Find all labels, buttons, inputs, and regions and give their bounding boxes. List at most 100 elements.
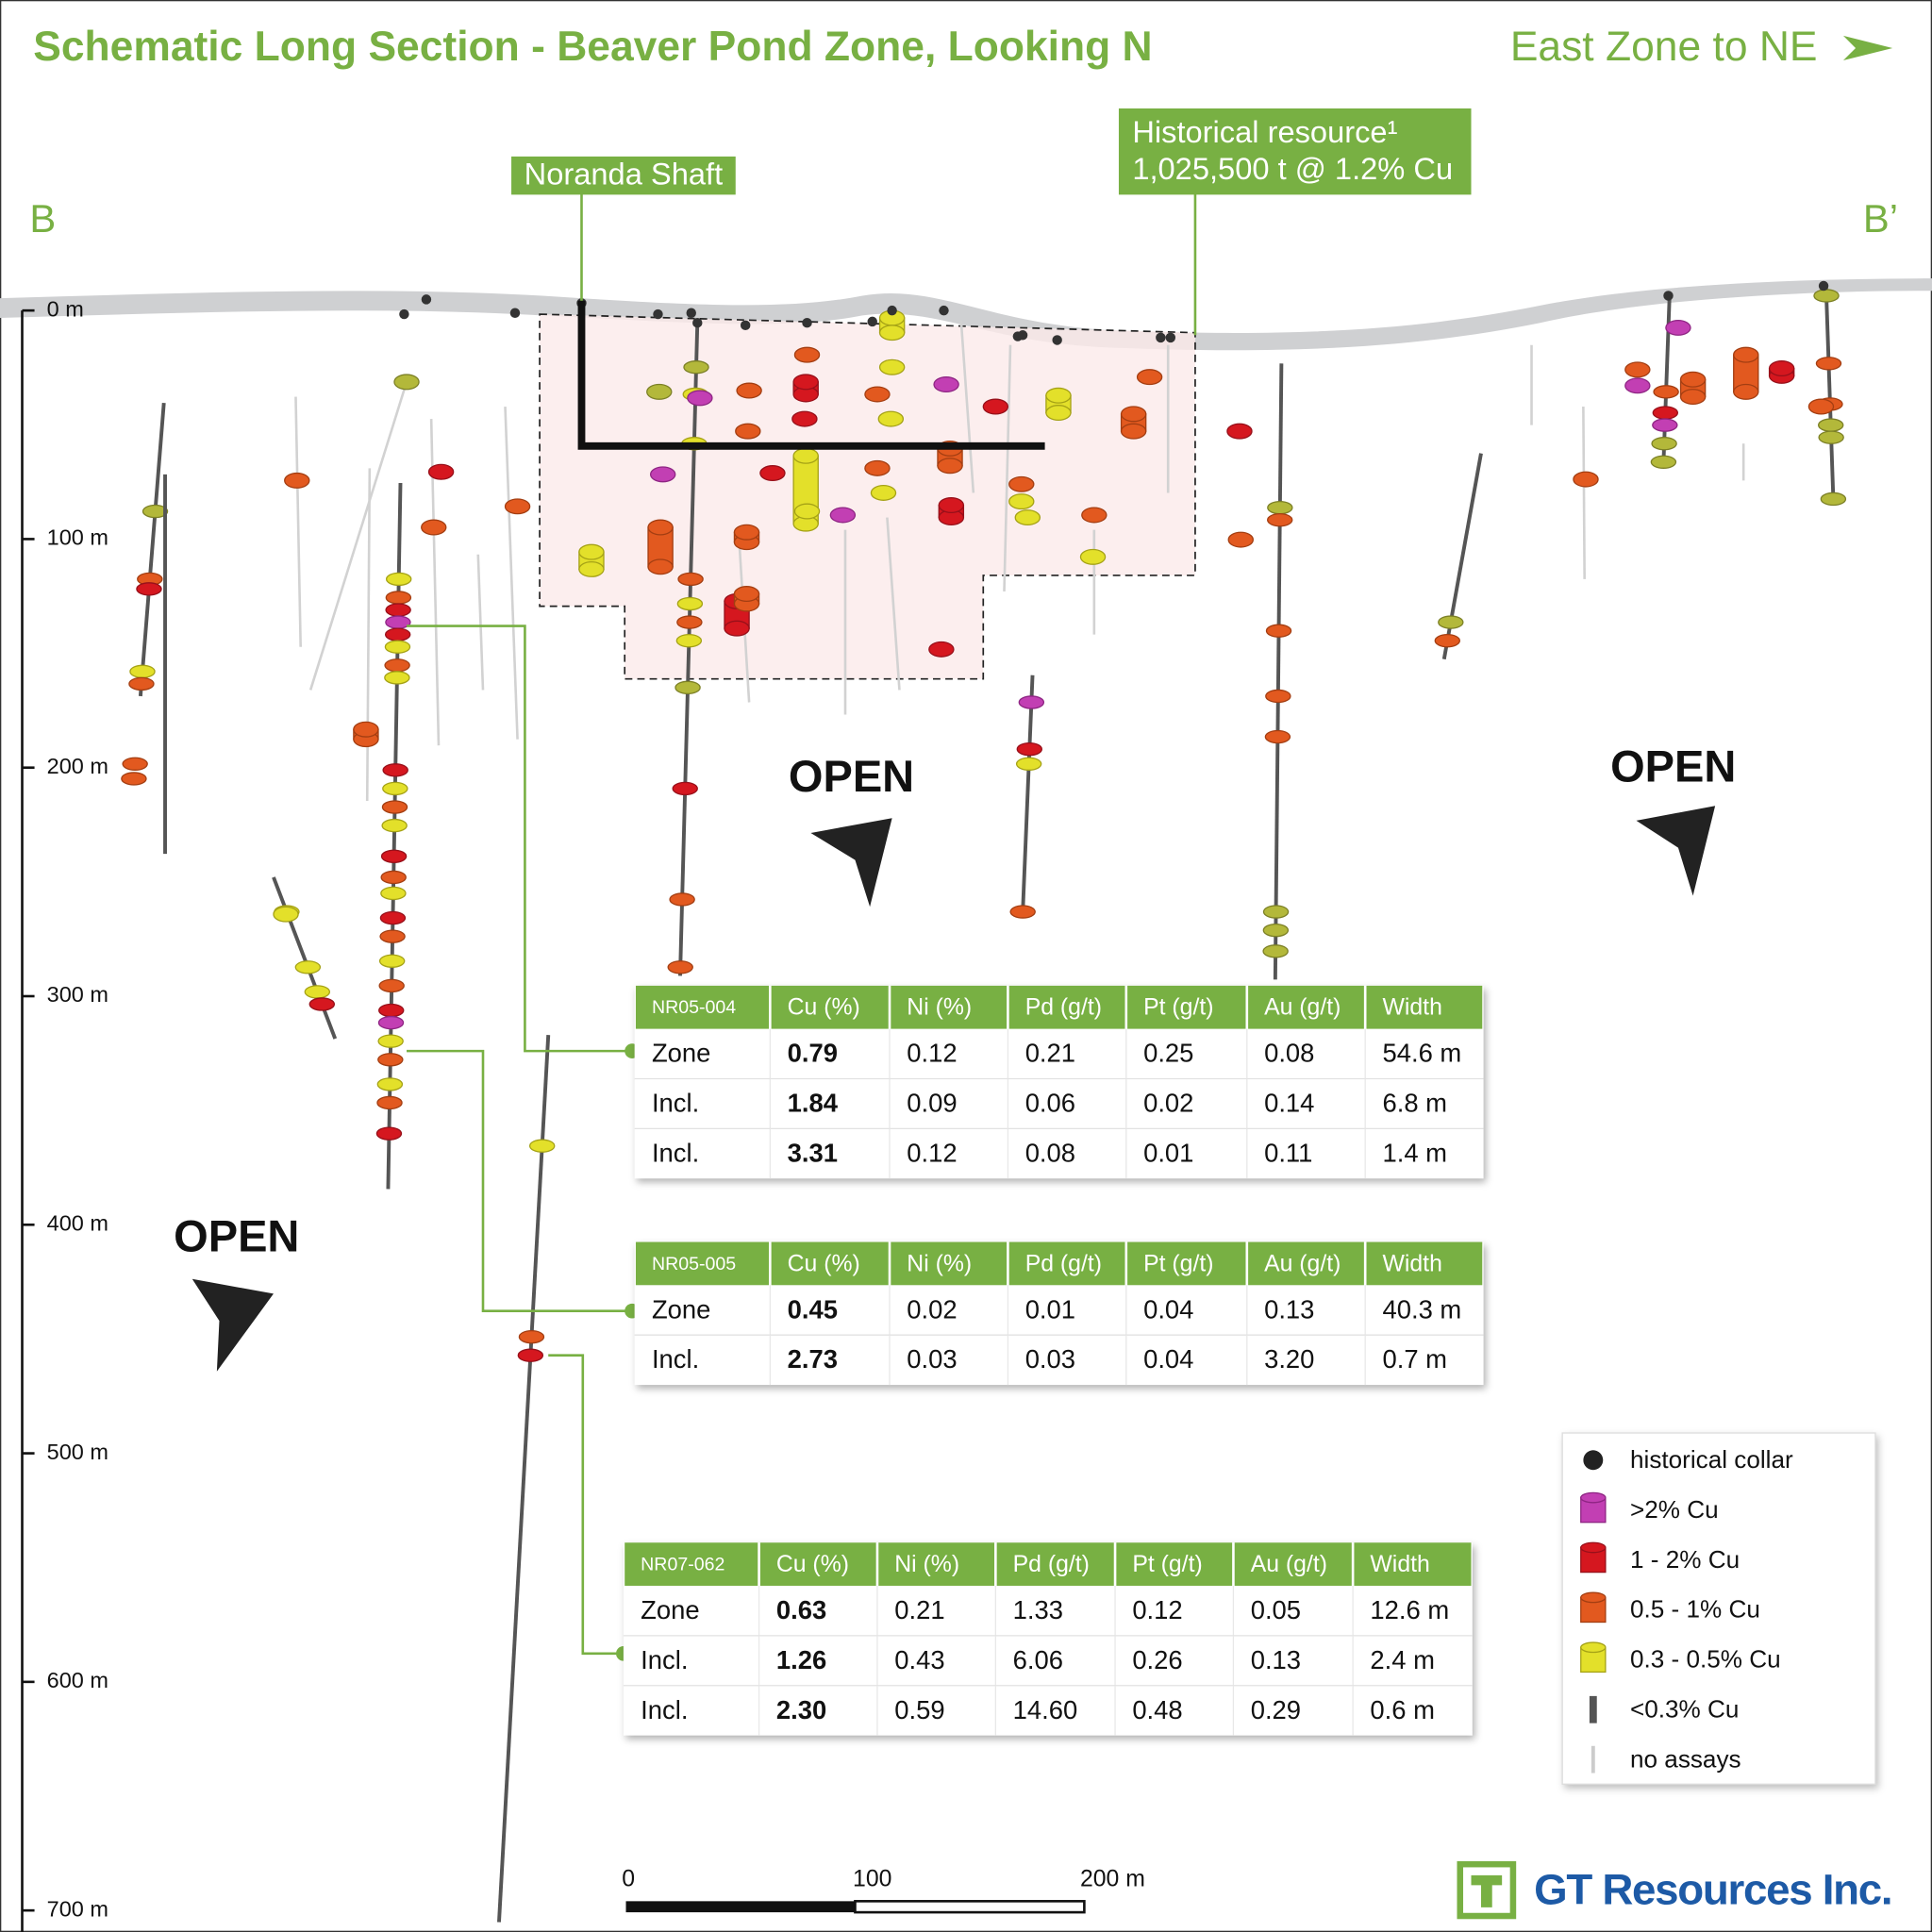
- legend-icon: [1580, 1591, 1607, 1604]
- assay-interval: [1679, 371, 1707, 388]
- hole-no-assay: [504, 406, 519, 740]
- assay-interval: [733, 586, 760, 603]
- assay-interval: [1018, 695, 1045, 709]
- assay-interval: [1818, 430, 1844, 444]
- cell-text: Zone: [652, 1294, 710, 1324]
- assay-interval: [504, 498, 531, 515]
- legend-label: no assays: [1630, 1744, 1741, 1773]
- cell-text: 0.01: [1143, 1138, 1193, 1167]
- legend-icon: [1580, 1541, 1607, 1554]
- assay-interval: [829, 507, 857, 524]
- header-cell: [625, 1542, 758, 1586]
- assay-interval: [304, 985, 331, 999]
- assay-interval: [142, 504, 169, 519]
- assay-interval: [676, 615, 703, 629]
- cell-text: 2.4 m: [1370, 1645, 1435, 1674]
- assay-interval: [528, 1139, 556, 1153]
- assay-interval: [384, 671, 410, 685]
- direction-arrow: [1842, 35, 1893, 60]
- cell-text: 0.48: [1132, 1695, 1182, 1724]
- header-text: Au (g/t): [1264, 1251, 1341, 1276]
- assay-interval: [877, 410, 905, 427]
- collar: [802, 317, 812, 328]
- cell-text: 1.4 m: [1382, 1138, 1447, 1167]
- assay-interval: [427, 463, 455, 480]
- header-cell: [1248, 985, 1364, 1029]
- assay-interval: [1045, 405, 1072, 422]
- cell-text: 6.06: [1013, 1645, 1063, 1674]
- assay-interval: [1120, 423, 1147, 440]
- assay-interval: [870, 484, 897, 501]
- assay-interval: [1136, 369, 1163, 386]
- header-text: Pt (g/t): [1143, 995, 1213, 1021]
- table: NR07-062 Cu (%) Ni (%) Pd (g/t) Pt (g/t) Au (…: [623, 1542, 1473, 1736]
- callout-text: Noranda Shaft: [525, 156, 724, 191]
- cell-text: 0.29: [1251, 1695, 1301, 1724]
- assay-interval: [735, 423, 761, 440]
- assay-interval: [792, 374, 819, 391]
- assay-interval: [933, 376, 959, 392]
- header-text: Cu (%): [788, 995, 860, 1021]
- assay-interval: [379, 929, 406, 943]
- cell-text: 0.26: [1132, 1645, 1182, 1674]
- header-text: NR05-005: [652, 1254, 736, 1274]
- legend: historical collar >2% Cu 1 - 2% Cu 0.5 - 1%…: [1580, 1445, 1793, 1774]
- header-text: Pd (g/t): [1025, 1251, 1102, 1276]
- assay-interval: [377, 1053, 404, 1067]
- header-text: Cu (%): [788, 1251, 860, 1276]
- collar: [1156, 332, 1166, 343]
- table: NR05-004 Cu (%) Ni (%) Pd (g/t) Pt (g/t) Au (…: [634, 985, 1484, 1179]
- assay-interval: [382, 763, 408, 777]
- cell-text: 54.6 m: [1382, 1039, 1461, 1068]
- cell-text: Zone: [641, 1595, 699, 1624]
- assay-interval: [1434, 634, 1461, 648]
- cell-text: 0.04: [1143, 1344, 1193, 1374]
- cell-text: 1.26: [776, 1645, 826, 1674]
- legend-icon: [1589, 1695, 1597, 1724]
- header-text: Ni (%): [907, 1251, 972, 1276]
- header-cell: [878, 1542, 995, 1586]
- assay-interval: [1015, 757, 1042, 771]
- assay-interval: [1679, 389, 1707, 406]
- hole: [678, 323, 700, 976]
- assay-interval: [377, 1015, 405, 1030]
- collar: [399, 308, 409, 320]
- header-cell: [635, 1241, 770, 1286]
- collar: [1017, 330, 1028, 341]
- header-text: Pt (g/t): [1132, 1552, 1202, 1577]
- collar: [686, 308, 696, 318]
- header-text: Width: [1370, 1552, 1429, 1577]
- open-arrow: [192, 1278, 274, 1372]
- cell-text: 0.7 m: [1382, 1344, 1447, 1374]
- assay-interval: [672, 781, 698, 796]
- header-cell: [996, 1542, 1114, 1586]
- assay-interval: [128, 676, 155, 691]
- cell-text: 0.09: [907, 1089, 957, 1118]
- assay-interval: [1815, 357, 1842, 371]
- hole-no-assay: [476, 554, 485, 691]
- hole-no-assay: [1582, 407, 1586, 579]
- assay-interval: [378, 954, 406, 968]
- cell-text: Incl.: [652, 1138, 699, 1167]
- assay-interval: [759, 465, 786, 482]
- assay-interval: [1573, 471, 1599, 488]
- assay-interval: [1226, 423, 1253, 440]
- legend-box: [1561, 1432, 1876, 1785]
- header-cell: [1354, 1542, 1472, 1586]
- callout-text: Historical resource¹: [1132, 114, 1397, 149]
- cell-text: 3.31: [788, 1138, 838, 1167]
- depth-label: 600 m: [47, 1668, 108, 1692]
- header-cell: [1366, 985, 1483, 1029]
- assay-interval: [1009, 905, 1036, 919]
- hole: [1824, 285, 1836, 503]
- depth-label: 0 m: [47, 296, 84, 321]
- assay-interval: [878, 358, 906, 375]
- hole: [138, 402, 166, 697]
- collar: [421, 294, 432, 305]
- collar: [509, 308, 521, 318]
- connector: [407, 625, 633, 1053]
- cell-text: 0.08: [1264, 1039, 1314, 1068]
- assay-interval: [1665, 319, 1691, 336]
- header-cell: [635, 985, 770, 1029]
- drill-holes: [121, 280, 1847, 1923]
